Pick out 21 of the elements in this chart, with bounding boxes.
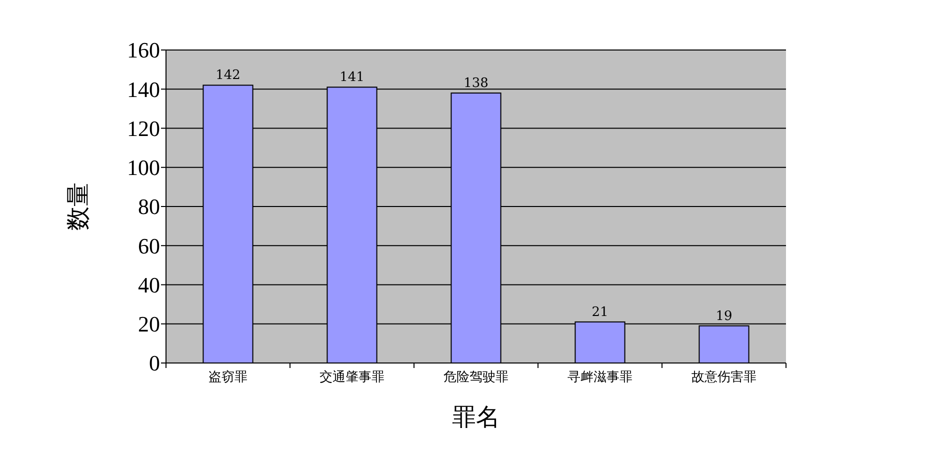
data-label: 19	[716, 308, 732, 324]
y-tick-label: 100	[127, 155, 160, 180]
y-tick-label: 140	[127, 76, 160, 102]
x-tick-label: 故意伤害罪	[692, 369, 756, 385]
data-label: 142	[216, 68, 240, 84]
data-label: 138	[464, 76, 488, 92]
y-tick-label: 160	[127, 38, 160, 63]
data-label: 141	[340, 70, 364, 86]
y-tick-label: 60	[138, 233, 160, 258]
x-tick-label: 盗窃罪	[208, 370, 248, 385]
data-label: 21	[592, 304, 608, 320]
x-tick-label: 交通肇事罪	[320, 369, 384, 385]
x-axis-title: 罪名	[452, 403, 500, 431]
y-tick-label: 20	[138, 312, 160, 337]
y-tick-label: 80	[138, 194, 160, 220]
y-tick-label: 40	[138, 272, 160, 298]
x-tick-label: 寻衅滋事罪	[568, 370, 632, 385]
y-tick-label: 0	[149, 350, 160, 376]
x-tick-label: 危险驾驶罪	[444, 370, 508, 385]
y-tick-label: 120	[127, 116, 160, 141]
y-axis-title: 数量	[64, 182, 92, 230]
